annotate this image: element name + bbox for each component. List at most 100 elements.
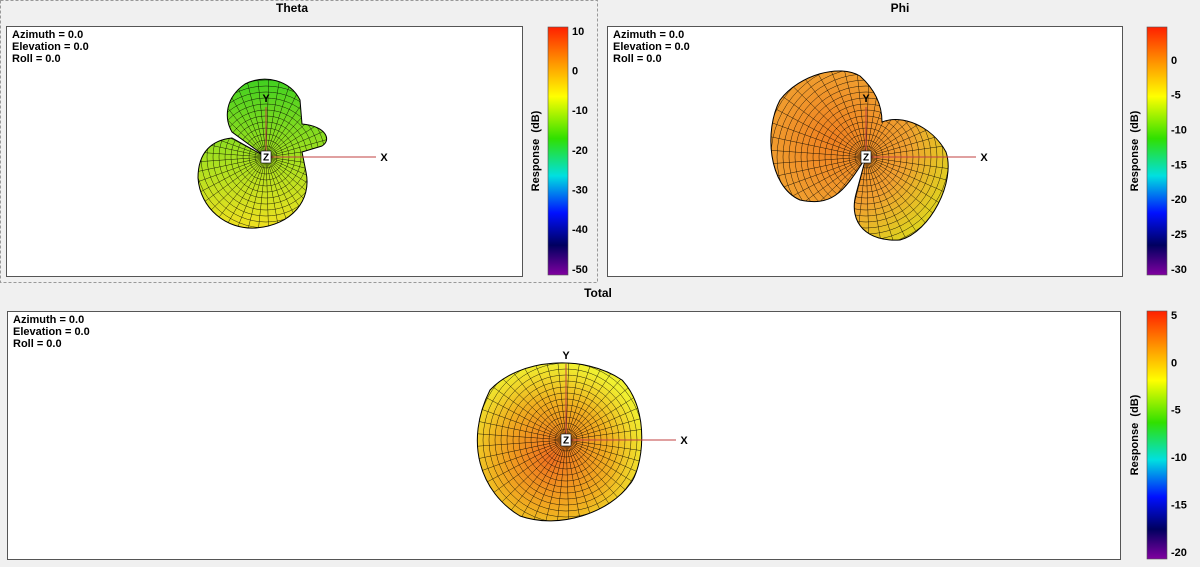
colorbar-tick-label: -15 [1171,500,1187,512]
mesh-line [565,439,571,521]
x-axis-label: X [680,435,688,447]
mesh-line [265,156,282,229]
colorbar-tick-label: -15 [1171,159,1187,171]
colorbar-tick-label: -20 [1171,194,1187,206]
panel-title: Total [584,286,612,300]
colorbar-tick-label: -5 [1171,90,1181,102]
mesh-line [524,362,567,441]
mesh-line [565,362,601,441]
mesh-ring [776,70,949,241]
mesh-line [243,156,267,229]
mesh-line [565,362,586,441]
mesh-line [770,119,867,158]
mesh-line [824,70,867,158]
mesh-line [565,362,615,441]
mesh-line [265,131,327,158]
colorbar-tick-label: -10 [1171,125,1187,137]
view-info: Elevation = 0.0 [613,41,690,53]
mesh-line [539,439,567,521]
mesh-line [776,92,867,158]
mesh-ring [482,362,642,521]
mesh-line [539,362,567,441]
view-info: Azimuth = 0.0 [13,314,84,326]
mesh-line [198,156,267,211]
mesh-line [198,156,267,164]
mesh-line [565,439,615,521]
mesh-line [510,362,567,441]
view-info: Roll = 0.0 [12,53,61,65]
mesh-line [565,439,642,471]
colorbar-label: Response (dB) [1129,110,1141,191]
mesh-line [265,156,327,205]
mesh-line [786,80,867,158]
z-axis-box [560,433,572,447]
colorbar [1146,310,1168,560]
mesh-line [198,125,267,158]
y-axis-label: Y [262,93,270,105]
x-axis-label: X [380,152,388,164]
mesh-line [198,156,267,189]
mesh-line [477,432,567,441]
mesh-line [839,70,867,158]
mesh-line [865,70,886,158]
mesh-line [865,156,949,173]
mesh-line [265,156,270,229]
mesh-line [265,120,327,158]
mesh-line [770,133,867,158]
panel-title: Phi [891,1,910,15]
mesh-line [865,112,949,158]
mesh-line [477,439,567,464]
mesh-line [865,156,949,202]
mesh-line [198,156,267,176]
mesh-line [477,439,567,448]
mesh-line [554,362,567,441]
colorbar-label: Response (dB) [530,110,542,191]
z-axis-label: Z [263,153,269,164]
mesh-line [554,439,567,521]
mesh-line [265,109,327,158]
colorbar-tick-label: -20 [572,145,588,157]
x-axis-label: X [980,152,988,164]
mesh-line [770,156,867,165]
mesh-line [256,79,267,158]
mesh-line [854,70,867,158]
colorbar-tick-label: -40 [572,224,588,236]
view-info: Elevation = 0.0 [12,41,89,53]
mesh-line [265,79,282,158]
mesh-line [865,156,871,241]
mesh-line [256,156,267,229]
mesh-line [565,439,642,485]
mesh-line [810,70,867,158]
view-info: Elevation = 0.0 [13,326,90,338]
mesh-line [198,138,267,158]
z-axis-label: Z [863,153,869,164]
mesh-line [865,156,886,241]
mesh-line [865,141,949,158]
view-info: Azimuth = 0.0 [613,29,684,41]
panel-title: Theta [276,1,308,15]
mesh-line [770,149,867,158]
mesh-ring [198,79,327,229]
mesh-line [565,395,642,441]
mesh-line [865,126,949,158]
mesh-line [477,416,567,441]
colorbar-tick-label: 0 [1171,55,1177,67]
z-axis-box [260,150,272,164]
y-axis-label: Y [862,93,870,105]
mesh-line [865,70,871,158]
mesh-line [220,156,267,229]
colorbar-tick-label: -10 [1171,452,1187,464]
mesh-line [770,105,867,158]
mesh-line [865,156,901,241]
view-info: Azimuth = 0.0 [12,29,83,41]
mesh-line [798,70,867,158]
colorbar-tick-label: 0 [1171,357,1177,369]
mesh-line [854,156,867,241]
mesh-line [565,424,642,441]
mesh-line [198,150,267,158]
mesh-line [565,439,586,521]
pattern-surface [476,362,643,522]
colorbar [547,26,569,276]
mesh-line [565,439,642,499]
